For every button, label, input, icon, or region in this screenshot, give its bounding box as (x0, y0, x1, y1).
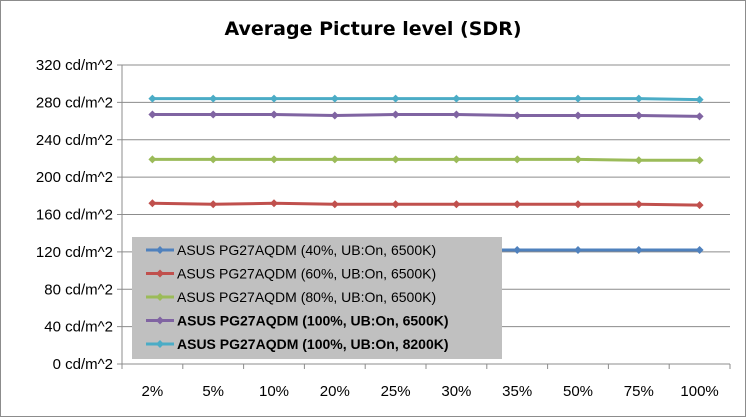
legend-item: ASUS PG27AQDM (100%, UB:On, 6500K) (146, 313, 449, 329)
data-point (270, 155, 278, 164)
y-tick-label: 40 cd/m^2 (44, 319, 113, 336)
y-tick-label: 0 cd/m^2 (53, 356, 113, 373)
data-point (148, 94, 157, 103)
data-point (391, 200, 400, 209)
x-tick-label: 100% (680, 383, 718, 400)
legend-label: ASUS PG27AQDM (80%, UB:On, 6500K) (177, 289, 436, 305)
x-tick-label: 10% (259, 383, 289, 400)
y-tick-label: 240 cd/m^2 (36, 132, 113, 149)
data-point (574, 200, 582, 209)
data-point (270, 110, 278, 119)
x-tick-label: 75% (624, 383, 654, 400)
data-point (513, 155, 522, 164)
legend-swatch-marker (156, 340, 164, 348)
data-point (209, 200, 218, 209)
data-point (695, 112, 704, 121)
legend-item: ASUS PG27AQDM (100%, UB:On, 8200K) (146, 336, 449, 352)
data-point (513, 246, 522, 255)
legend-swatch-marker (156, 246, 164, 254)
y-tick-label: 200 cd/m^2 (36, 169, 113, 186)
data-point (513, 94, 522, 103)
data-point (148, 199, 157, 208)
legend-swatch-marker (156, 293, 164, 301)
x-tick-label: 20% (320, 383, 350, 400)
y-tick-label: 80 cd/m^2 (44, 281, 113, 298)
data-point (270, 199, 278, 208)
data-point (330, 200, 339, 209)
data-point (695, 246, 704, 255)
data-point (330, 155, 339, 164)
series-line (152, 113, 700, 118)
series-5 (148, 94, 704, 104)
data-point (574, 111, 582, 120)
chart-title: Average Picture level (SDR) (224, 18, 521, 40)
data-point (148, 110, 157, 119)
legend-label: ASUS PG27AQDM (60%, UB:On, 6500K) (177, 266, 436, 282)
data-point (330, 94, 339, 103)
legend-item: ASUS PG27AQDM (40%, UB:On, 6500K) (146, 242, 436, 258)
data-point (513, 200, 522, 209)
y-tick-label: 320 cd/m^2 (36, 57, 113, 74)
legend-box (132, 237, 502, 359)
x-tick-label: 2% (142, 383, 164, 400)
series-lines (148, 94, 704, 255)
data-point (209, 94, 218, 103)
series-4 (148, 110, 704, 121)
data-point (695, 95, 704, 104)
data-point (391, 110, 400, 119)
data-point (574, 94, 582, 103)
data-point (695, 156, 704, 165)
legend: ASUS PG27AQDM (40%, UB:On, 6500K) ASUS PG… (132, 237, 502, 359)
x-tick-label: 25% (381, 383, 411, 400)
legend-label: ASUS PG27AQDM (100%, UB:On, 8200K) (177, 336, 449, 352)
data-point (634, 200, 643, 209)
series-line (152, 97, 700, 102)
x-tick-label: 50% (563, 383, 593, 400)
legend-swatch-marker (156, 316, 164, 325)
series-line (152, 201, 700, 207)
data-point (695, 201, 704, 210)
data-point (391, 155, 400, 164)
x-tick-label: 30% (441, 383, 471, 400)
data-point (391, 94, 400, 103)
y-tick-label: 120 cd/m^2 (36, 244, 113, 261)
data-point (452, 155, 461, 164)
data-point (452, 110, 461, 119)
data-point (634, 156, 643, 165)
data-point (513, 111, 522, 120)
series-line (152, 157, 700, 162)
x-tick-label: 5% (202, 383, 224, 400)
data-point (452, 94, 461, 103)
data-point (209, 155, 218, 164)
legend-item: ASUS PG27AQDM (80%, UB:On, 6500K) (146, 289, 436, 305)
x-tick-label: 35% (502, 383, 532, 400)
axes: 0 cd/m^2 40 cd/m^2 80 cd/m^2 120 cd/m^2 160 … (36, 57, 731, 400)
series-3 (148, 155, 704, 165)
data-point (452, 200, 461, 209)
data-point (574, 155, 582, 164)
series-2 (148, 199, 704, 210)
data-point (330, 111, 339, 120)
data-point (634, 246, 643, 255)
data-point (634, 111, 643, 120)
legend-label: ASUS PG27AQDM (40%, UB:On, 6500K) (177, 242, 436, 258)
y-tick-label: 280 cd/m^2 (36, 94, 113, 111)
data-point (634, 94, 643, 103)
legend-item: ASUS PG27AQDM (60%, UB:On, 6500K) (146, 266, 436, 282)
legend-swatch-marker (156, 269, 164, 278)
legend-label: ASUS PG27AQDM (100%, UB:On, 6500K) (177, 313, 449, 329)
data-point (148, 155, 157, 164)
data-point (209, 110, 218, 119)
data-point (270, 94, 278, 103)
data-point (574, 246, 582, 255)
y-tick-label: 160 cd/m^2 (36, 207, 113, 224)
